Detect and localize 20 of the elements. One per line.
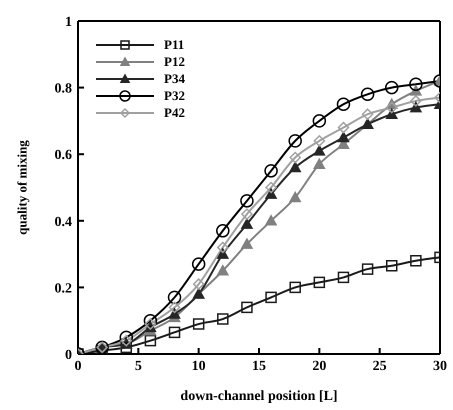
legend-label: P32 [164, 88, 185, 104]
x-tick-label: 0 [74, 358, 82, 374]
y-tick-label: 0.8 [54, 82, 72, 97]
x-tick-label: 20 [312, 358, 326, 374]
x-tick-label: 25 [372, 358, 387, 374]
y-axis-title: quality of mixing [14, 140, 30, 235]
x-tick-label: 15 [252, 358, 266, 374]
x-tick-label: 30 [433, 358, 447, 374]
x-axis-title: down-channel position [L] [180, 389, 338, 404]
y-tick-label: 0 [65, 348, 72, 363]
legend-label: P12 [164, 54, 185, 70]
legend-label: P11 [164, 36, 184, 52]
legend-label: P42 [164, 104, 185, 120]
y-tick-label: 1 [65, 14, 72, 30]
y-tick-label: 0.2 [54, 281, 72, 296]
y-tick-label: 0.6 [54, 148, 72, 164]
x-tick-label: 10 [192, 358, 206, 374]
y-tick-label: 0.4 [54, 214, 72, 230]
legend-label: P34 [164, 70, 185, 86]
x-tick-label: 5 [134, 358, 142, 374]
